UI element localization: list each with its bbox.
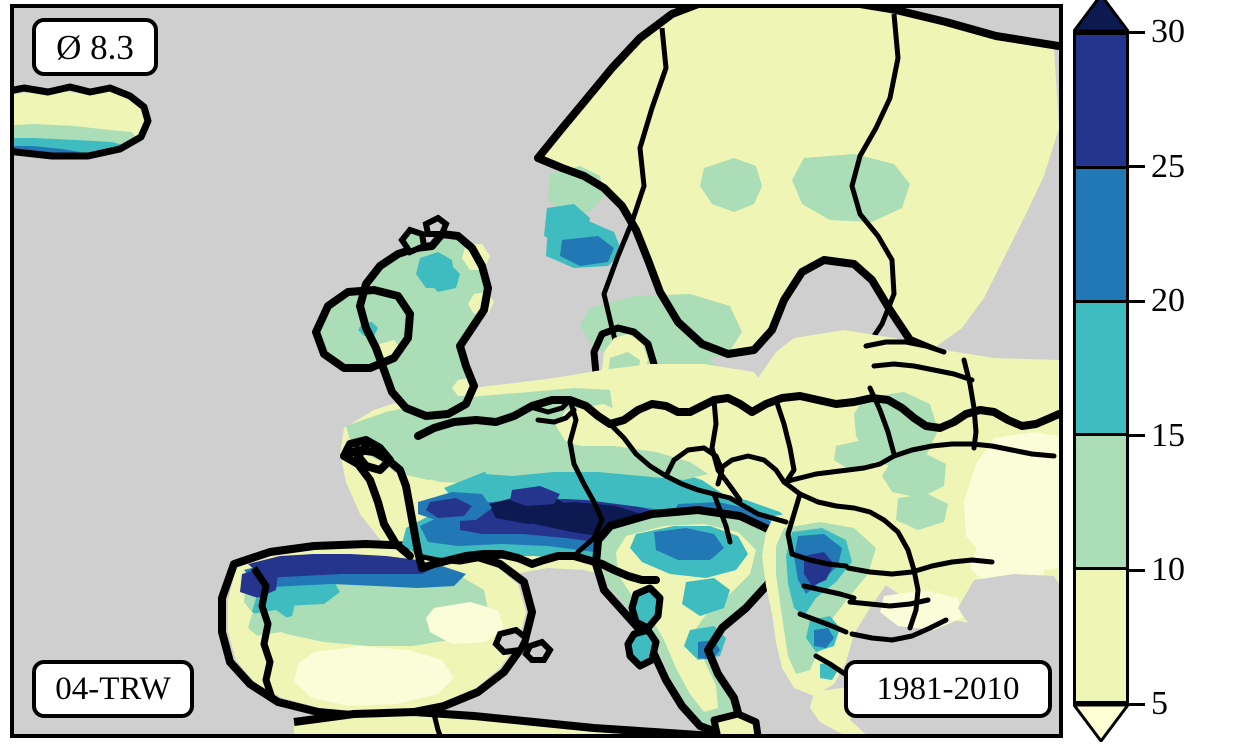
colorbar: 5 10 15 20 25 30 nied (mm/d) — [1071, 0, 1236, 748]
region-iceland — [14, 83, 152, 160]
colorbar-tick-5 — [1129, 703, 1145, 706]
mean-value-label: Ø 8.3 — [56, 27, 134, 67]
colorbar-ticklabel-15: 15 — [1151, 416, 1185, 454]
dataset-id-label: 04-TRW — [55, 670, 171, 707]
colorbar-ticklabel-20: 20 — [1151, 282, 1185, 320]
colorbar-over-arrow — [1073, 0, 1129, 32]
region-british-isles — [312, 214, 494, 420]
dataset-id-box: 04-TRW — [32, 660, 194, 718]
colorbar-tick-25 — [1129, 165, 1145, 169]
region-italy — [592, 506, 784, 734]
mediterranean-islands — [492, 626, 554, 663]
colorbar-band-15-20 — [1076, 299, 1126, 434]
map-panel: Ø 8.3 04-TRW 1981-2010 — [10, 4, 1063, 738]
colorbar-band-5-10 — [1076, 567, 1126, 701]
colorbar-bands — [1073, 32, 1129, 704]
period-box: 1981-2010 — [844, 660, 1052, 718]
colorbar-ticklabel-25: 25 — [1151, 147, 1185, 185]
colorbar-ticklabel-10: 10 — [1151, 551, 1185, 588]
colorbar-ticklabel-30: 30 — [1151, 13, 1185, 51]
colorbar-under-arrow — [1073, 704, 1129, 742]
colorbar-tick-30 — [1129, 31, 1145, 34]
coastlines-main — [340, 392, 1059, 584]
colorbar-band-25-30 — [1076, 35, 1126, 166]
region-north-africa — [293, 708, 715, 734]
colorbar-tick-10 — [1129, 568, 1145, 572]
colorbar-band-10-15 — [1076, 433, 1126, 568]
region-iberia — [218, 540, 536, 720]
country-borders — [415, 339, 1057, 683]
colorbar-band-20-25 — [1076, 165, 1126, 300]
colorbar-tick-15 — [1129, 434, 1145, 438]
colorbar-tick-20 — [1129, 299, 1145, 303]
period-label: 1981-2010 — [876, 670, 1020, 707]
precipitation-map — [14, 8, 1059, 734]
colorbar-ticklabel-5: 5 — [1151, 685, 1168, 722]
mean-value-box: Ø 8.3 — [32, 18, 158, 76]
